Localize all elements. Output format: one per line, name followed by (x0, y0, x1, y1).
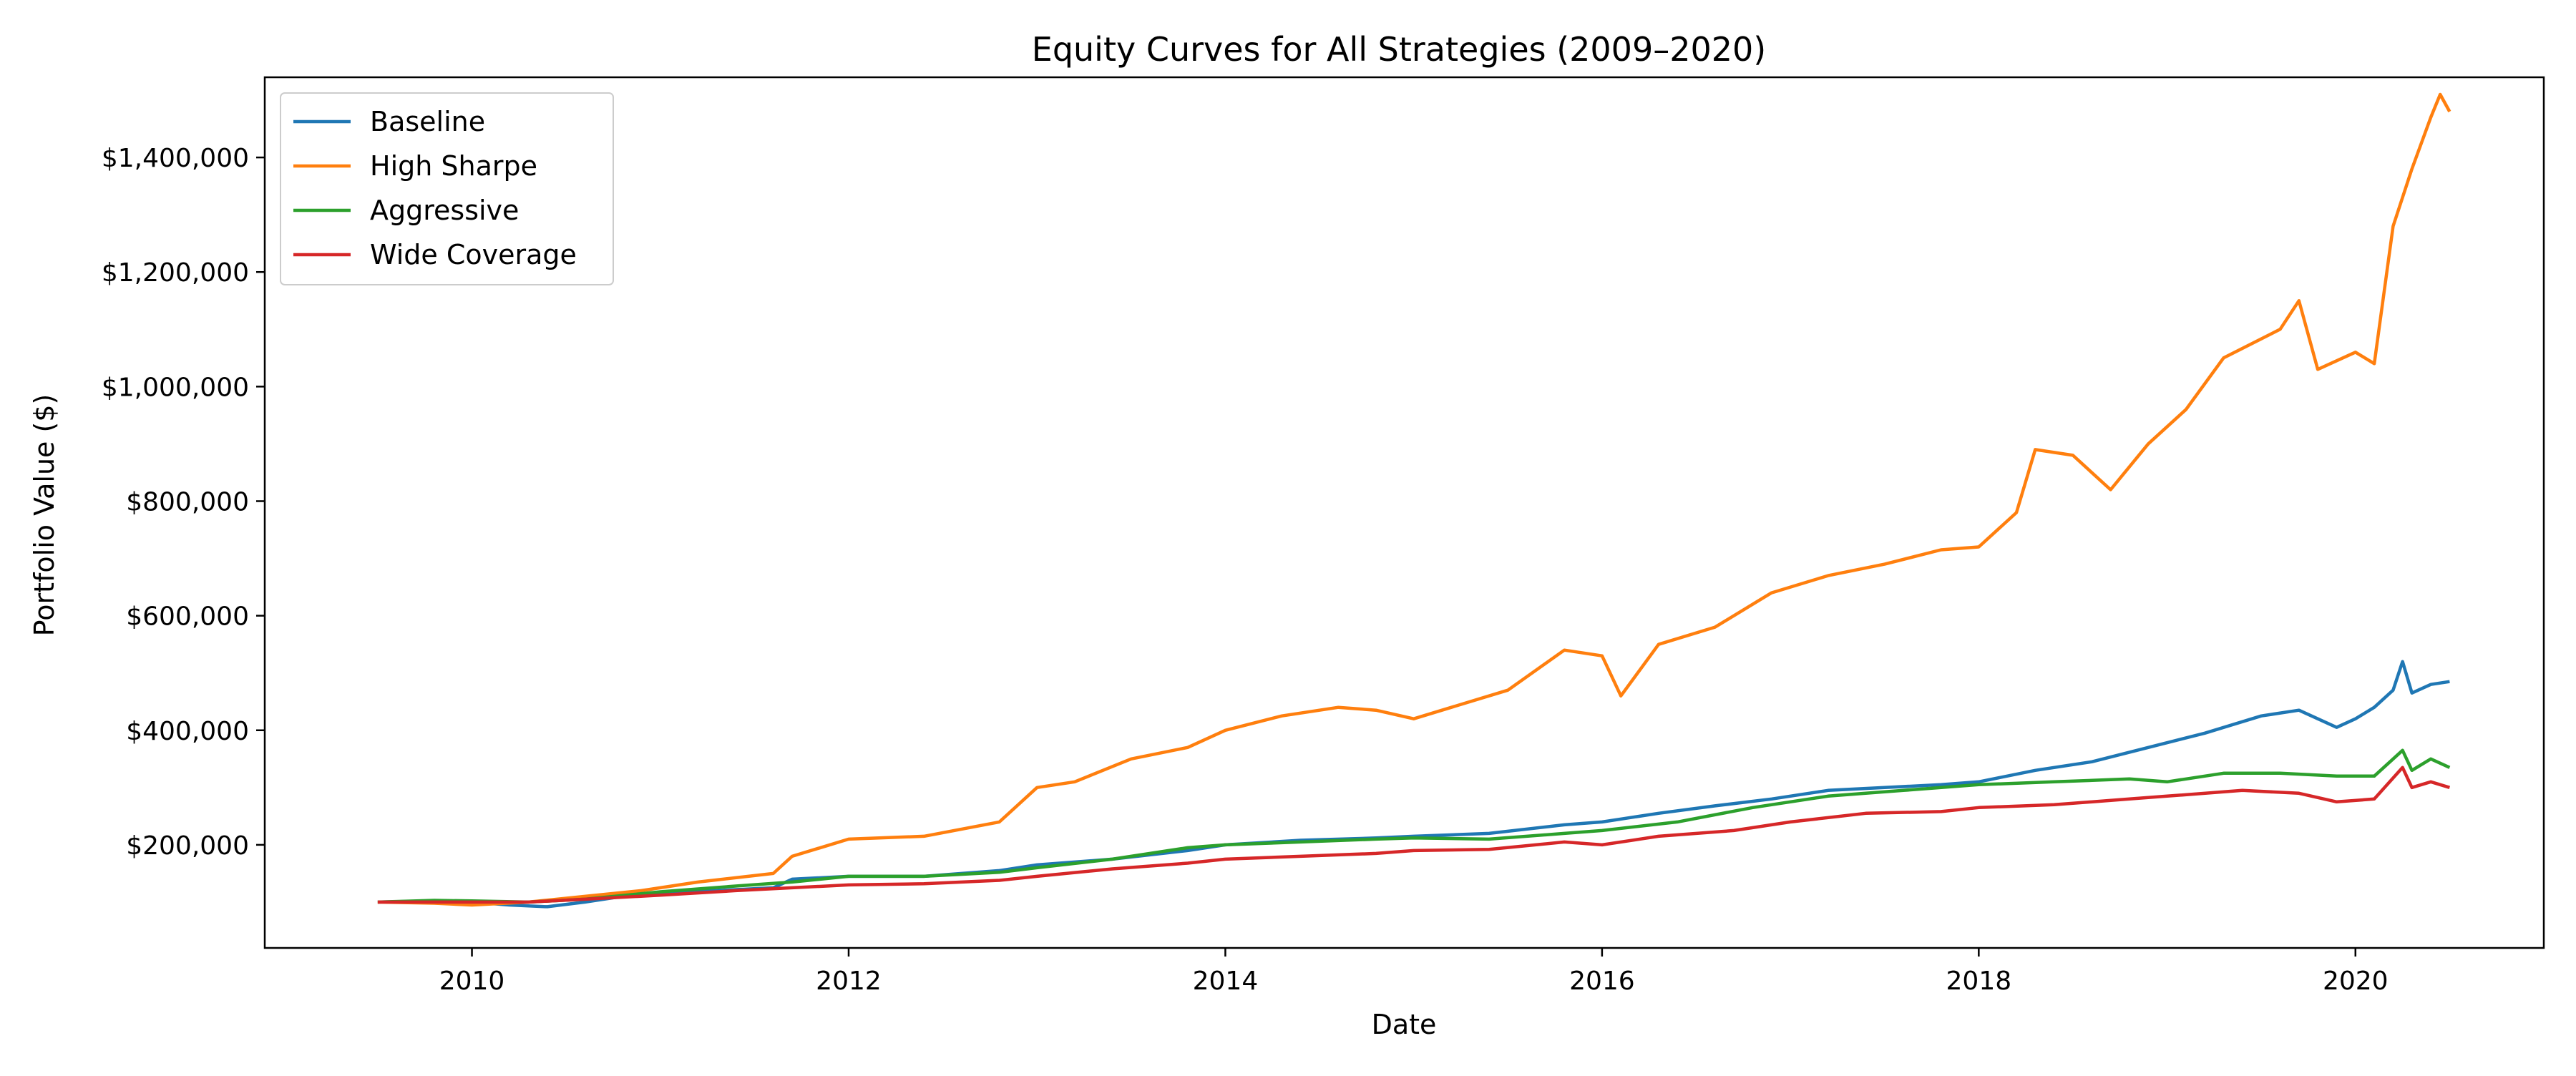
x-tick-label: 2016 (1569, 967, 1635, 996)
x-axis-label: Date (1372, 1009, 1437, 1040)
series-line-wide-coverage (377, 766, 2451, 904)
legend: Baseline High Sharpe Aggressive Wide Covera… (280, 92, 614, 285)
y-tick-label: $200,000 (126, 831, 249, 861)
series-line-high-sharpe (377, 92, 2451, 907)
x-tick-label: 2010 (439, 967, 505, 996)
y-tick-label: $1,200,000 (102, 258, 249, 288)
legend-box (280, 92, 614, 285)
x-tick-label: 2014 (1193, 967, 1259, 996)
y-axis-label: Portfolio Value ($) (29, 394, 60, 637)
axes: 2010 2012 2014 2016 2018 2020 $200,000 $400,000… (102, 76, 2545, 996)
y-tick-label: $600,000 (126, 602, 249, 632)
x-tick-label: 2012 (816, 967, 882, 996)
legend-label: Aggressive (370, 195, 519, 226)
x-tick-label: 2018 (1946, 967, 2012, 996)
x-tick-label: 2020 (2323, 967, 2389, 996)
legend-label: High Sharpe (370, 150, 537, 182)
y-tick-label: $800,000 (126, 487, 249, 517)
series-lines (377, 92, 2451, 909)
series-line-baseline (377, 660, 2450, 909)
legend-label: Baseline (370, 106, 485, 137)
y-tick-label: $400,000 (126, 717, 249, 746)
plot-frame (263, 76, 2545, 949)
y-tick-label: $1,000,000 (102, 373, 249, 402)
y-tick-label: $1,400,000 (102, 144, 249, 173)
chart-title: Equity Curves for All Strategies (2009–2… (1032, 30, 1766, 69)
legend-label: Wide Coverage (370, 239, 577, 270)
series-line-aggressive (377, 748, 2451, 904)
